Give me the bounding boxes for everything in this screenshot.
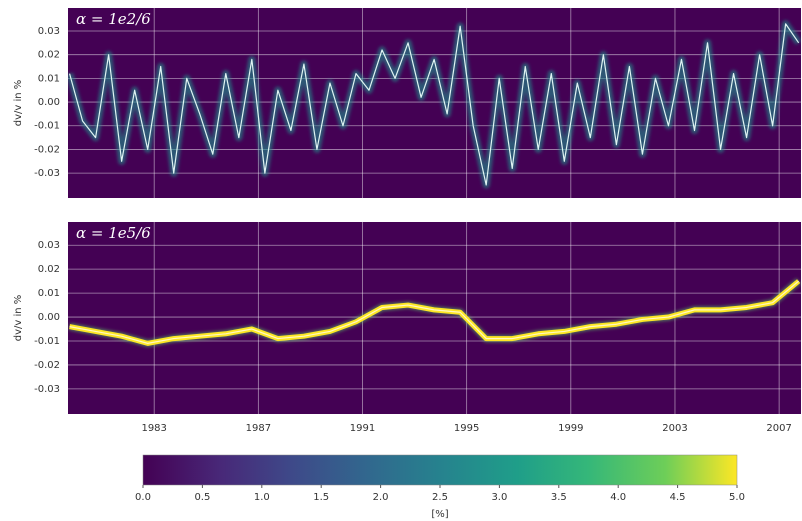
y-tick-label: 0.01 xyxy=(38,73,60,84)
colorbar-label: [%] xyxy=(431,509,448,520)
y-axis-label: dv/v in % xyxy=(13,295,24,342)
y-tick-label: 0.03 xyxy=(38,26,60,37)
y-tick-label: 0.02 xyxy=(38,50,60,61)
heatmap-background xyxy=(68,8,801,198)
colorbar-tick-label: 2.5 xyxy=(432,492,448,503)
y-tick-label: -0.03 xyxy=(34,168,60,179)
x-tick-label: 1991 xyxy=(350,423,375,434)
y-tick-label: 0.02 xyxy=(38,264,60,275)
x-tick-label: 1987 xyxy=(246,423,271,434)
x-tick-label: 1995 xyxy=(454,423,479,434)
y-tick-label: 0.00 xyxy=(38,312,60,323)
y-axis-label: dv/v in % xyxy=(13,80,24,127)
colorbar-tick-label: 1.0 xyxy=(254,492,270,503)
colorbar-tick-label: 4.5 xyxy=(670,492,686,503)
x-tick-label: 1999 xyxy=(558,423,583,434)
x-tick-label: 2003 xyxy=(662,423,687,434)
colorbar-tick-label: 3.5 xyxy=(551,492,567,503)
x-tick-label: 1983 xyxy=(141,423,166,434)
y-tick-label: -0.02 xyxy=(34,360,60,371)
y-tick-label: -0.01 xyxy=(34,336,60,347)
y-tick-label: 0.01 xyxy=(38,288,60,299)
panel-title: α = 1e2/6 xyxy=(76,10,151,28)
colorbar-tick-label: 0.5 xyxy=(194,492,210,503)
colorbar-tick-label: 2.0 xyxy=(373,492,389,503)
colorbar-tick-label: 3.0 xyxy=(491,492,507,503)
colorbar-tick-label: 1.5 xyxy=(313,492,329,503)
panel-title: α = 1e5/6 xyxy=(76,224,151,242)
y-tick-label: -0.02 xyxy=(34,144,60,155)
y-tick-label: 0.00 xyxy=(38,97,60,108)
colorbar xyxy=(142,454,738,486)
colorbar-tick-label: 4.0 xyxy=(610,492,626,503)
series-line xyxy=(68,23,800,186)
series-line xyxy=(69,280,800,344)
y-tick-label: -0.03 xyxy=(34,384,60,395)
heatmap-background xyxy=(68,222,801,414)
y-tick-label: -0.01 xyxy=(34,121,60,132)
colorbar-tick-label: 0.0 xyxy=(135,492,151,503)
plot-area xyxy=(68,20,801,189)
x-tick-label: 2007 xyxy=(766,423,791,434)
y-tick-label: 0.03 xyxy=(38,240,60,251)
colorbar-tick-label: 5.0 xyxy=(729,492,745,503)
plot-area xyxy=(68,278,801,347)
